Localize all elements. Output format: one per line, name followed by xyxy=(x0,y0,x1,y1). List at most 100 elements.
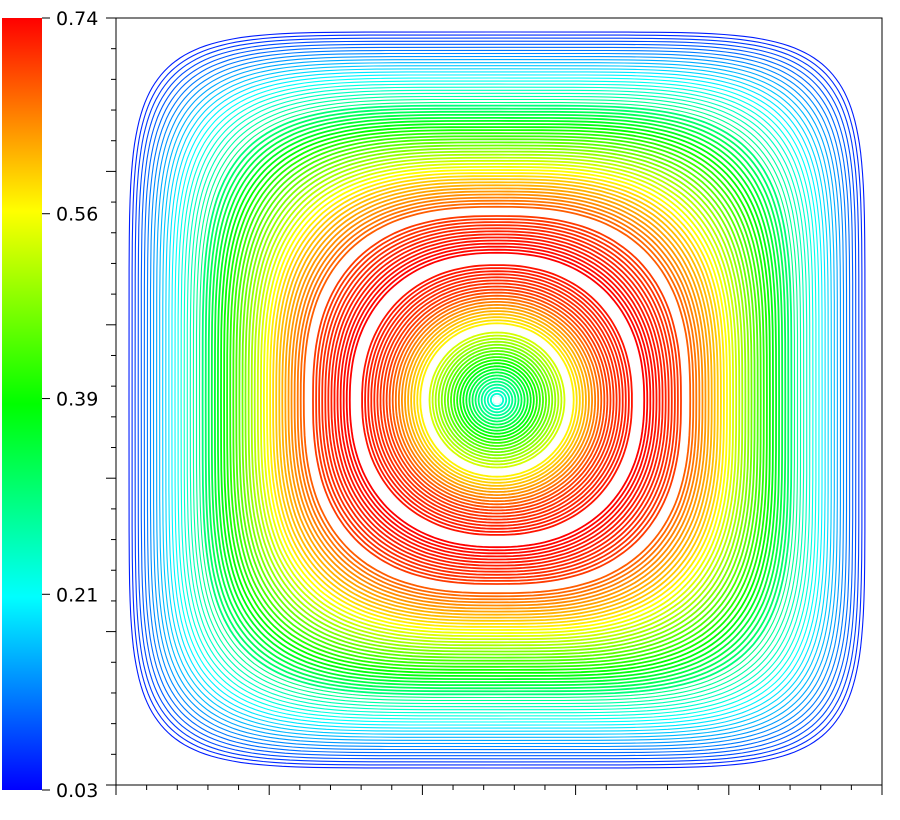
streamline xyxy=(220,123,774,677)
streamline xyxy=(446,349,548,451)
streamline xyxy=(299,202,695,598)
streamline xyxy=(275,178,719,622)
streamline xyxy=(379,282,615,518)
streamline xyxy=(232,135,762,665)
streamline xyxy=(256,159,738,641)
streamline xyxy=(404,307,590,493)
streamline xyxy=(296,199,698,601)
streamline xyxy=(453,356,541,444)
streamline xyxy=(370,273,624,527)
streamline xyxy=(207,110,787,690)
streamline xyxy=(134,37,860,763)
streamline xyxy=(400,303,594,497)
streamline xyxy=(137,40,857,760)
axis-ticks xyxy=(106,17,883,795)
colorbar-gradient xyxy=(2,18,42,790)
streamline xyxy=(450,353,544,447)
streamline xyxy=(490,393,504,407)
streamline xyxy=(290,193,704,607)
vortex-center xyxy=(493,396,501,404)
streamline xyxy=(321,224,673,576)
streamline xyxy=(413,316,581,484)
streamline xyxy=(339,242,655,558)
colorbar-labels: 0.74 0.56 0.39 0.21 0.03 xyxy=(56,8,98,802)
colorbar: 0.74 0.56 0.39 0.21 0.03 xyxy=(2,8,98,802)
streamline xyxy=(238,141,756,659)
streamline xyxy=(327,230,667,570)
streamline xyxy=(293,196,701,604)
streamline xyxy=(171,74,823,726)
streamline xyxy=(189,92,805,708)
streamline xyxy=(407,310,587,490)
streamline xyxy=(486,389,508,411)
streamline xyxy=(437,340,557,460)
streamline xyxy=(156,59,838,741)
streamline xyxy=(183,86,811,714)
streamline xyxy=(440,343,554,457)
colorbar-tick-label: 0.56 xyxy=(56,204,98,226)
streamline xyxy=(410,313,584,487)
colorbar-tick-label: 0.39 xyxy=(56,389,98,411)
streamline xyxy=(284,187,710,613)
streamline xyxy=(281,184,713,616)
streamline xyxy=(391,294,603,506)
streamline xyxy=(431,334,563,466)
streamline xyxy=(480,383,514,417)
colorbar-ticks xyxy=(42,17,50,791)
streamline xyxy=(201,104,793,696)
streamline xyxy=(361,264,633,536)
streamline xyxy=(204,107,790,693)
streamline xyxy=(388,291,606,509)
streamline xyxy=(235,138,759,662)
streamline xyxy=(456,359,538,441)
streamline xyxy=(483,386,511,414)
streamline xyxy=(266,169,728,631)
streamline xyxy=(174,77,820,723)
streamline xyxy=(312,215,682,585)
streamline xyxy=(226,129,768,671)
streamline xyxy=(165,68,829,732)
streamline xyxy=(247,150,747,650)
streamline xyxy=(244,147,750,653)
streamline xyxy=(474,377,520,423)
streamline xyxy=(241,144,753,656)
colorbar-tick-label: 0.03 xyxy=(56,780,98,802)
streamline xyxy=(345,248,649,552)
streamline xyxy=(213,116,781,684)
streamline xyxy=(336,239,658,561)
streamline xyxy=(259,162,735,638)
streamline xyxy=(262,165,732,635)
streamline xyxy=(444,347,550,453)
streamline xyxy=(287,190,707,610)
streamline xyxy=(373,276,621,524)
streamline xyxy=(198,101,796,699)
streamline xyxy=(394,297,600,503)
streamline xyxy=(302,205,692,595)
streamline xyxy=(367,270,627,530)
streamline xyxy=(229,132,765,668)
streamline xyxy=(333,236,661,564)
streamline xyxy=(471,374,523,426)
streamline xyxy=(376,279,618,521)
streamline xyxy=(434,337,560,463)
streamline xyxy=(462,365,532,435)
streamline xyxy=(269,172,725,628)
streamline xyxy=(140,43,854,757)
streamline xyxy=(152,55,842,745)
streamline xyxy=(168,71,826,729)
streamline xyxy=(149,52,845,748)
streamline xyxy=(223,126,771,674)
streamline xyxy=(330,233,664,567)
streamline xyxy=(364,267,630,533)
streamline xyxy=(398,301,596,499)
streamline xyxy=(477,380,517,420)
streamline xyxy=(195,98,799,702)
streamlines xyxy=(128,31,866,769)
colorbar-tick-label: 0.21 xyxy=(56,584,98,606)
streamline xyxy=(177,80,817,720)
streamline xyxy=(419,322,575,478)
streamline xyxy=(324,227,670,573)
streamline xyxy=(253,156,741,644)
streamline xyxy=(468,371,526,429)
